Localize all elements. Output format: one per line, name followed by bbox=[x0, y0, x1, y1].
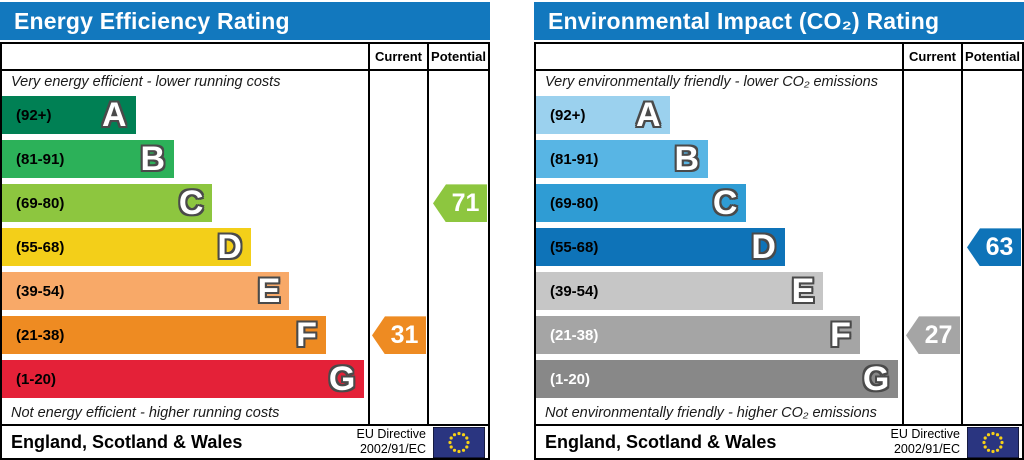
co2-band-b: (81-91) B bbox=[536, 140, 709, 179]
co2-band-d: (55-68) D bbox=[536, 228, 785, 267]
energy-panel-title: Energy Efficiency Rating bbox=[0, 2, 490, 41]
energy-band-g: (1-20) G bbox=[2, 360, 365, 399]
co2-panel-footer: England, Scotland & Wales EU Directive 2… bbox=[534, 424, 1024, 460]
band-range-label: (1-20) bbox=[550, 370, 591, 388]
energy-top-caption: Very energy efficient - lower running co… bbox=[11, 74, 281, 91]
co2-potential-column-header: Potential bbox=[961, 44, 1022, 72]
co2-potential-column: 63 bbox=[961, 71, 1022, 425]
band-row: (21-38) F bbox=[2, 313, 368, 357]
co2-band-chart: Very environmentally friendly - lower CO… bbox=[536, 71, 902, 424]
band-row: (55-68) D bbox=[536, 225, 902, 269]
energy-band-e: (39-54) E bbox=[2, 272, 290, 311]
band-range-label: (21-38) bbox=[16, 326, 65, 344]
co2-bottom-caption: Not environmentally friendly - higher CO… bbox=[545, 404, 877, 421]
band-letter: C bbox=[712, 184, 738, 223]
band-range-label: (92+) bbox=[16, 106, 52, 124]
co2-band-e: (39-54) E bbox=[536, 272, 824, 311]
band-row: (39-54) E bbox=[2, 269, 368, 313]
band-row: (1-20) G bbox=[536, 357, 902, 401]
eu-flag-icon bbox=[433, 426, 485, 458]
energy-potential-column: 71 bbox=[427, 71, 488, 425]
band-range-label: (81-91) bbox=[550, 150, 599, 168]
band-row: (92+) A bbox=[2, 93, 368, 137]
band-letter: F bbox=[830, 316, 851, 355]
co2-band-a: (92+) A bbox=[536, 96, 670, 135]
band-range-label: (55-68) bbox=[16, 238, 65, 256]
band-range-label: (39-54) bbox=[16, 282, 65, 300]
band-row: (1-20) G bbox=[2, 357, 368, 401]
band-range-label: (69-80) bbox=[550, 194, 599, 212]
band-range-label: (81-91) bbox=[16, 150, 65, 168]
band-letter: A bbox=[102, 96, 127, 135]
eu-flag-icon bbox=[967, 426, 1019, 458]
energy-empty-header-cell bbox=[2, 44, 368, 72]
co2-band-f: (21-38) F bbox=[536, 316, 860, 355]
co2-current-column-header: Current bbox=[902, 44, 961, 72]
energy-potential-value-arrow: 71 bbox=[433, 184, 487, 223]
band-letter: E bbox=[791, 272, 815, 311]
environmental-impact-panel: Environmental Impact (CO₂) Rating Curren… bbox=[534, 0, 1024, 460]
energy-band-a: (92+) A bbox=[2, 96, 136, 135]
region-label: England, Scotland & Wales bbox=[11, 431, 243, 452]
co2-potential-value-arrow: 63 bbox=[967, 228, 1021, 267]
band-range-label: (55-68) bbox=[550, 238, 599, 256]
band-row: (21-38) F bbox=[536, 313, 902, 357]
energy-band-d: (55-68) D bbox=[2, 228, 251, 267]
band-letter: G bbox=[328, 360, 356, 399]
band-range-label: (39-54) bbox=[550, 282, 599, 300]
band-range-label: (69-80) bbox=[16, 194, 65, 212]
co2-empty-header-cell bbox=[536, 44, 902, 72]
co2-current-value-arrow: 27 bbox=[906, 316, 960, 355]
band-row: (69-80) C bbox=[2, 181, 368, 225]
co2-panel-title: Environmental Impact (CO₂) Rating bbox=[534, 2, 1024, 41]
band-row: (81-91) B bbox=[536, 137, 902, 181]
energy-band-c: (69-80) C bbox=[2, 184, 213, 223]
energy-band-chart: Very energy efficient - lower running co… bbox=[2, 71, 368, 424]
co2-current-column: 27 bbox=[902, 71, 961, 425]
band-letter: D bbox=[751, 228, 776, 267]
band-letter: B bbox=[140, 140, 166, 179]
energy-band-b: (81-91) B bbox=[2, 140, 175, 179]
energy-rating-table: Current Potential Very energy efficient … bbox=[0, 42, 490, 425]
energy-band-f: (21-38) F bbox=[2, 316, 326, 355]
band-letter: C bbox=[178, 184, 204, 223]
energy-current-value-arrow: 31 bbox=[372, 316, 426, 355]
eu-directive-label: EU Directive 2002/91/EC bbox=[356, 427, 426, 457]
band-range-label: (1-20) bbox=[16, 370, 57, 388]
energy-panel-footer: England, Scotland & Wales EU Directive 2… bbox=[0, 424, 490, 460]
energy-potential-column-header: Potential bbox=[427, 44, 488, 72]
band-letter: A bbox=[636, 96, 661, 135]
energy-efficiency-panel: Energy Efficiency Rating Current Potenti… bbox=[0, 0, 490, 460]
band-letter: E bbox=[257, 272, 281, 311]
band-letter: B bbox=[674, 140, 700, 179]
co2-top-caption: Very environmentally friendly - lower CO… bbox=[545, 74, 878, 91]
energy-current-column: 31 bbox=[368, 71, 427, 425]
band-row: (92+) A bbox=[536, 93, 902, 137]
band-row: (39-54) E bbox=[536, 269, 902, 313]
band-letter: D bbox=[217, 228, 242, 267]
energy-bottom-caption: Not energy efficient - higher running co… bbox=[11, 404, 280, 421]
co2-band-g: (1-20) G bbox=[536, 360, 899, 399]
band-range-label: (21-38) bbox=[550, 326, 599, 344]
band-letter: F bbox=[296, 316, 317, 355]
band-range-label: (92+) bbox=[550, 106, 586, 124]
co2-band-c: (69-80) C bbox=[536, 184, 747, 223]
band-row: (81-91) B bbox=[2, 137, 368, 181]
region-label: England, Scotland & Wales bbox=[545, 431, 777, 452]
band-row: (55-68) D bbox=[2, 225, 368, 269]
co2-rating-table: Current Potential Very environmentally f… bbox=[534, 42, 1024, 425]
energy-current-column-header: Current bbox=[368, 44, 427, 72]
band-letter: G bbox=[862, 360, 890, 399]
eu-directive-label: EU Directive 2002/91/EC bbox=[890, 427, 960, 457]
band-row: (69-80) C bbox=[536, 181, 902, 225]
